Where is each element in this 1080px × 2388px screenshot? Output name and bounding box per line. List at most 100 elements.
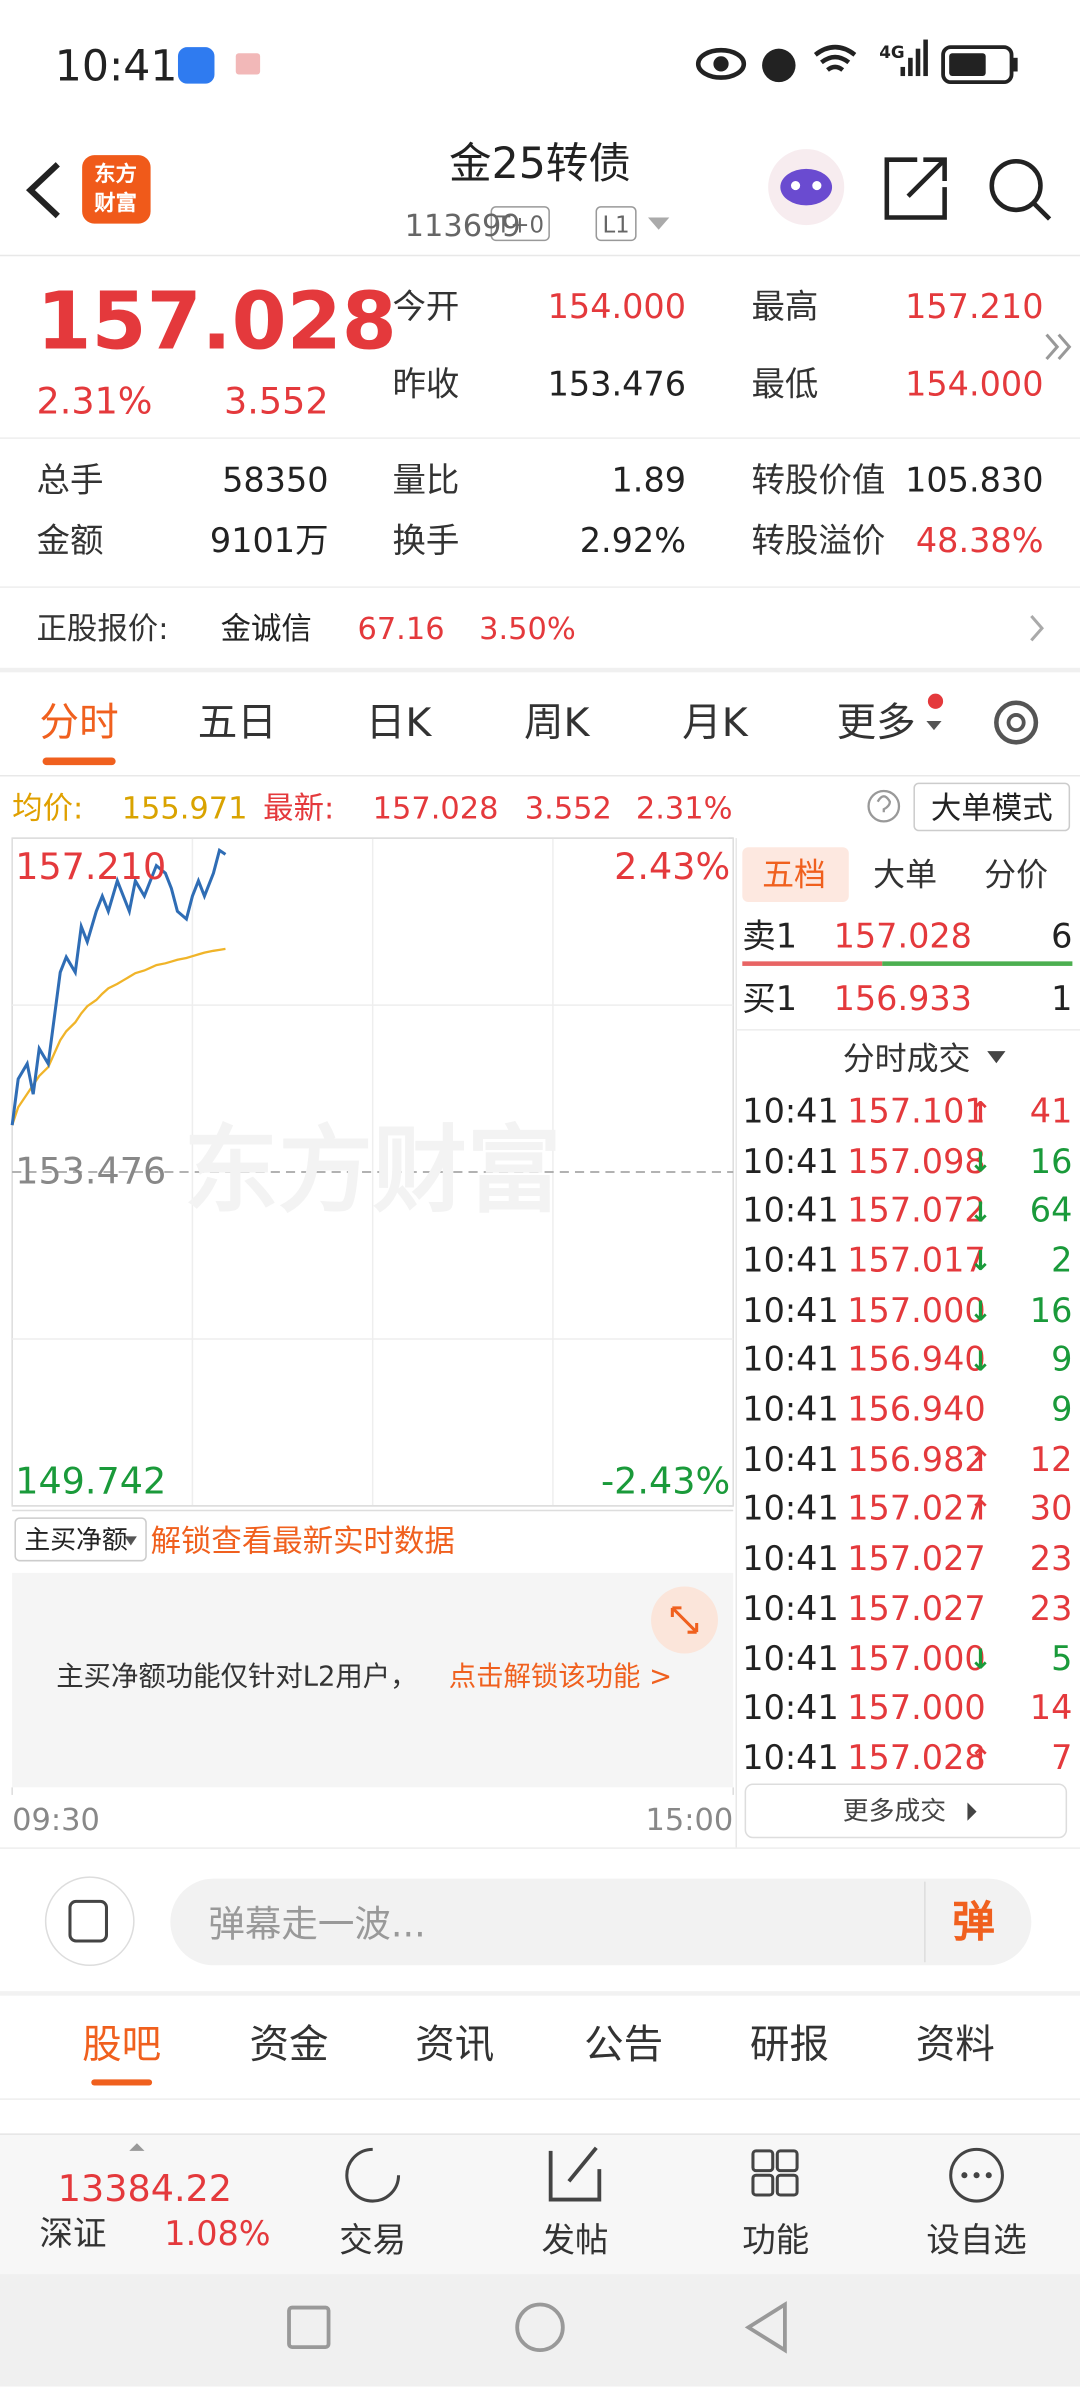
trades-title[interactable]: 分时成交: [842, 1041, 971, 1078]
trade-direction: ↑: [968, 1494, 992, 1527]
trade-direction: ↓: [968, 1345, 992, 1378]
search-button[interactable]: [989, 158, 1043, 213]
expand-arrows: [670, 1606, 699, 1634]
ticker-arrow: [129, 2143, 145, 2151]
stat-value: 1.89: [611, 462, 687, 501]
chat-settings-button[interactable]: [44, 1876, 135, 1967]
trade-price: 156.940: [847, 1342, 986, 1381]
row-chevron[interactable]: [1030, 615, 1044, 642]
security-code: 113699: [404, 206, 521, 244]
book-volume: 1: [1051, 980, 1073, 1019]
section-gap: [0, 1991, 1080, 1996]
bottom-nav: [0, 2134, 1080, 2275]
field-value: 157.210: [905, 288, 1044, 327]
back-nav-button[interactable]: [744, 2301, 787, 2354]
change: 3.552: [224, 379, 329, 423]
signal-bar: [900, 66, 906, 77]
field-label: 最低: [751, 366, 819, 405]
chat-placeholder[interactable]: 弹幕走一波...: [208, 1902, 426, 1945]
tag-box: [490, 206, 550, 242]
last-price: 157.028: [36, 276, 397, 368]
mode-button[interactable]: 大单模式: [930, 789, 1053, 826]
content-tab[interactable]: 资料: [915, 2023, 995, 2070]
period-tab[interactable]: 周K: [523, 701, 590, 748]
trade-price: 157.017: [847, 1242, 986, 1281]
indicator-selector[interactable]: 主买净额: [24, 1525, 128, 1556]
book-price: 157.028: [833, 918, 972, 957]
book-level: 卖1: [742, 918, 798, 957]
chat-input-box[interactable]: [170, 1878, 1032, 1966]
back-button[interactable]: [25, 162, 60, 219]
help-icon[interactable]: [867, 789, 901, 823]
trade-price: 157.027: [847, 1590, 986, 1629]
change-pct: 2.31%: [36, 379, 153, 423]
book-tab[interactable]: 大单: [873, 856, 938, 894]
content-tab[interactable]: 研报: [749, 2023, 830, 2070]
trade-price: 157.000: [847, 1690, 986, 1729]
share-button[interactable]: [884, 157, 947, 220]
dropdown-arrow: [648, 217, 670, 230]
content-tab[interactable]: 资金: [249, 2023, 329, 2070]
trade-price: 157.027: [847, 1541, 986, 1580]
nav-item[interactable]: 交易: [339, 2222, 407, 2261]
locked-panel: [12, 1572, 734, 1788]
trade-time: 10:41: [742, 1292, 839, 1331]
book-tab[interactable]: 分价: [984, 856, 1049, 894]
field-value: 154.000: [905, 366, 1044, 405]
trade-volume: 12: [1029, 1441, 1073, 1480]
dropdown-arrow: [926, 721, 942, 731]
period-tab[interactable]: 更多: [836, 701, 916, 748]
trade-time: 10:41: [742, 1590, 839, 1629]
tag-box: [595, 206, 637, 242]
trade-volume: 16: [1029, 1143, 1073, 1182]
more-trades[interactable]: 更多成交: [842, 1796, 947, 1827]
book-tab[interactable]: 五档: [762, 856, 826, 894]
settings-button[interactable]: [994, 700, 1039, 745]
stat-label: 换手: [392, 522, 460, 561]
wifi-icon: [813, 44, 857, 72]
content-tab[interactable]: 资讯: [415, 2023, 495, 2070]
y-tick-label: 149.742: [15, 1459, 167, 1503]
nav-item[interactable]: 功能: [742, 2222, 810, 2261]
unlock-link[interactable]: 解锁查看最新实时数据: [150, 1522, 455, 1560]
index-value[interactable]: 13384.22: [57, 2166, 232, 2210]
trade-volume: 41: [1029, 1093, 1073, 1132]
assistant-face: [780, 168, 833, 206]
tag: T+0: [496, 211, 545, 239]
mode-button-box[interactable]: [913, 782, 1071, 832]
recents-button[interactable]: [287, 2305, 331, 2350]
barrage-toggle[interactable]: 弹: [952, 1897, 995, 1948]
page-title: 金25转债: [449, 138, 631, 189]
field-label: 今开: [392, 288, 460, 327]
active-book-tab: [742, 847, 849, 903]
battery-icon: [941, 45, 1014, 85]
nav-item[interactable]: 发帖: [541, 2222, 609, 2261]
y-tick-label: 153.476: [15, 1150, 167, 1193]
trade-volume: 5: [1051, 1640, 1073, 1679]
period-tab[interactable]: 五日: [197, 701, 277, 748]
content-tab[interactable]: 公告: [584, 2023, 664, 2070]
watermark: 东方财富: [184, 1115, 562, 1227]
trade-volume: 7: [1051, 1740, 1073, 1779]
period-tab[interactable]: 分时: [39, 701, 119, 748]
latest-label: 最新:: [263, 789, 335, 826]
unlock-link[interactable]: 点击解锁该功能 >: [448, 1661, 673, 1694]
eye-icon: [713, 56, 729, 72]
period-tab[interactable]: 日K: [365, 701, 432, 748]
content-tab[interactable]: 股吧: [82, 2023, 162, 2070]
expand-chevron[interactable]: [1045, 333, 1072, 360]
trade-time: 10:41: [742, 1541, 839, 1580]
trade-price: 156.940: [847, 1391, 986, 1430]
trade-price: 157.101: [847, 1093, 986, 1132]
trade-volume: 23: [1029, 1541, 1073, 1580]
period-tab[interactable]: 月K: [682, 701, 748, 748]
status-time: 10:41: [54, 41, 178, 92]
trade-volume: 16: [1029, 1292, 1073, 1331]
indicator-selector-box[interactable]: [14, 1517, 147, 1562]
home-button[interactable]: [515, 2302, 565, 2353]
trade-time: 10:41: [742, 1242, 839, 1281]
trade-time: 10:41: [742, 1690, 839, 1729]
y-tick-label: 157.210: [15, 845, 167, 888]
more-trades-box[interactable]: [744, 1783, 1068, 1839]
nav-item[interactable]: 设自选: [926, 2222, 1027, 2261]
